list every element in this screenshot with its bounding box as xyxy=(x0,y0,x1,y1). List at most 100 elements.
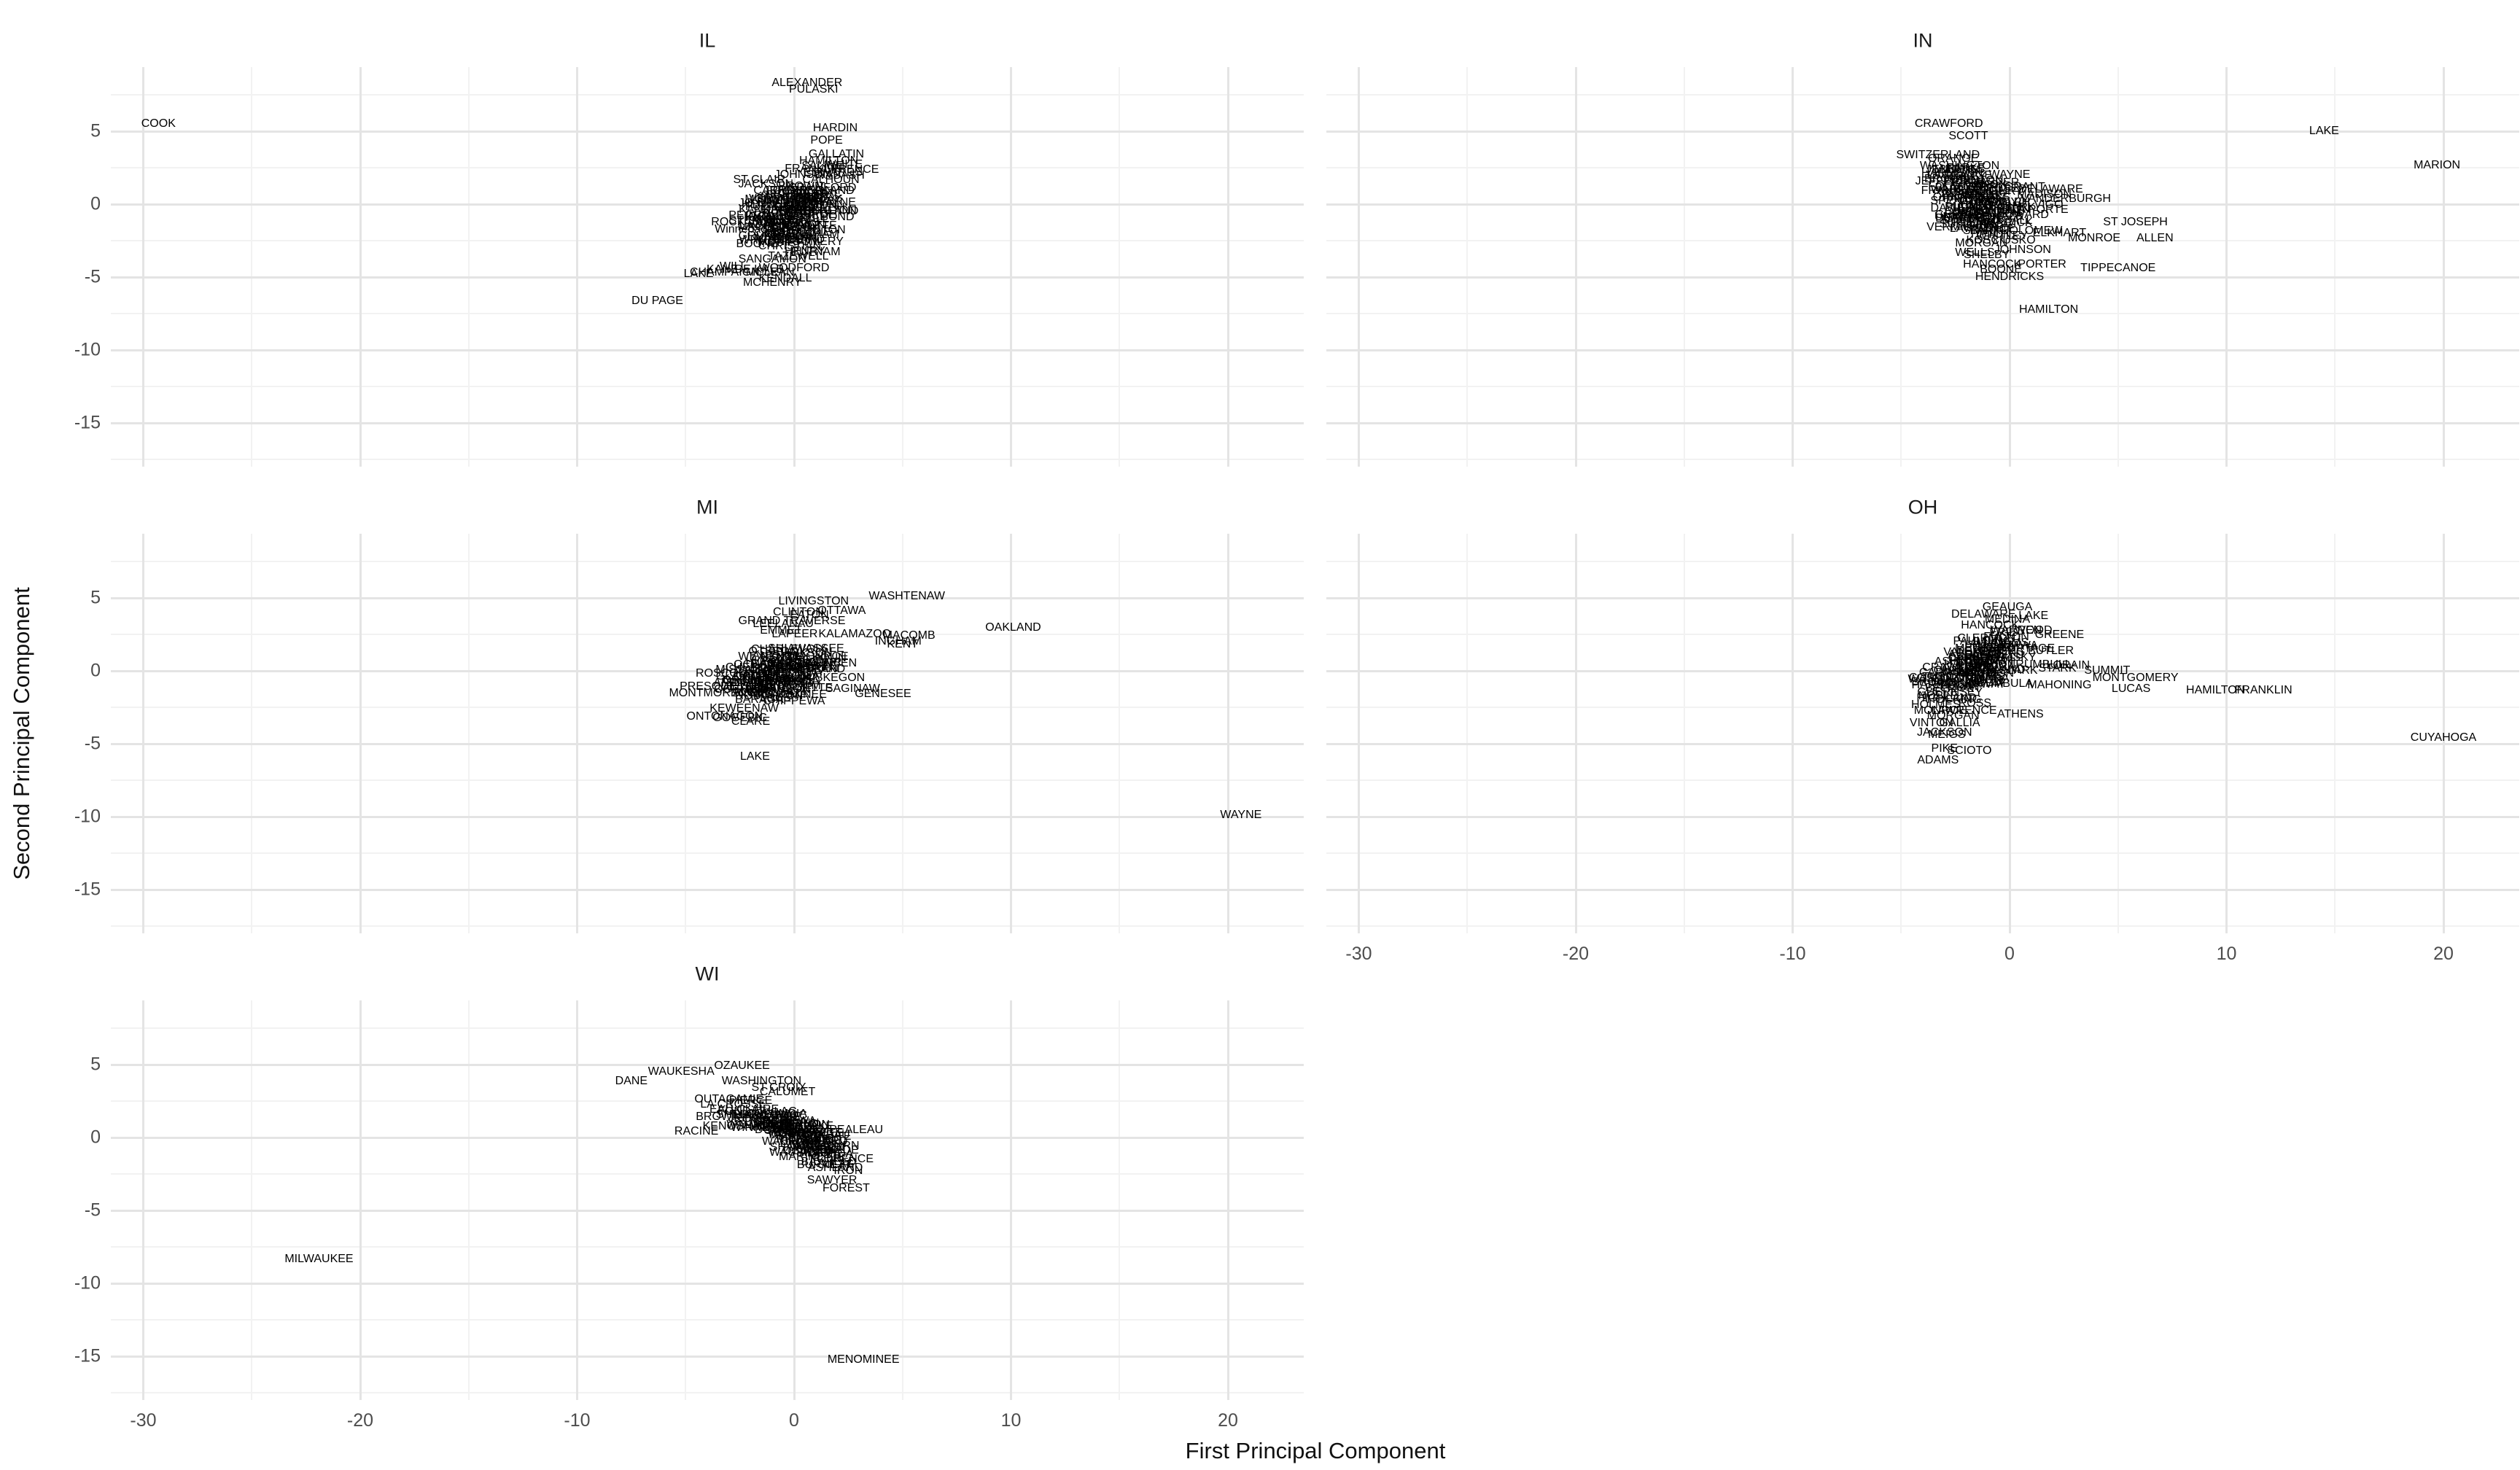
county-label: LAWRENCE xyxy=(1949,222,2015,235)
county-label: VIGO xyxy=(2034,198,2064,211)
county-label: BERRIEN xyxy=(805,657,858,669)
county-label: ASHLAND xyxy=(1934,656,1990,668)
county-label: ASHTABULA xyxy=(1964,677,2034,690)
county-label: NOBLE xyxy=(1918,690,1958,702)
county-label: LIVINGSTON xyxy=(747,231,817,244)
county-label: JAY xyxy=(1967,178,1988,190)
county-label: RUSK xyxy=(802,1143,836,1156)
county-label: HOUGHTON xyxy=(735,690,804,702)
gridline-y-major xyxy=(1326,742,2519,745)
county-label: DOOR xyxy=(757,1120,793,1132)
county-label: EATON xyxy=(789,609,829,621)
county-label: KNOX xyxy=(1973,179,2007,191)
gridline-y-major xyxy=(111,1063,1304,1066)
gridline-x-minor xyxy=(901,1000,903,1400)
county-label: WALWORTH xyxy=(726,1119,795,1131)
county-label: BROWN xyxy=(1924,173,1969,185)
county-label: MCHENRY xyxy=(742,276,802,289)
gridline-x-major xyxy=(1358,534,1360,933)
county-label: MONTCALM xyxy=(754,680,821,692)
county-label: ALLEN xyxy=(2136,232,2174,244)
county-label: MADISON xyxy=(2017,188,2072,201)
county-label: SANGAMON xyxy=(738,253,806,265)
county-label: FULTON xyxy=(1953,217,1999,229)
county-label: UNION xyxy=(1964,674,2003,686)
gridline-y-minor xyxy=(111,386,1304,387)
county-label: MUSKINGUM xyxy=(1931,677,2004,689)
gridline-y-major xyxy=(111,130,1304,133)
county-label: ADAMS xyxy=(799,1147,841,1159)
county-label: BOND xyxy=(820,211,855,223)
county-label: LEELANAU xyxy=(752,618,814,630)
county-label: LORAIN xyxy=(2046,659,2091,672)
gridline-x-minor xyxy=(1466,67,1469,467)
county-label: SCOTT xyxy=(1948,130,1988,142)
county-label: WINNEBAGO xyxy=(731,1121,804,1134)
county-label: BUFFALO xyxy=(765,1118,819,1130)
county-label: JERSEY xyxy=(772,206,818,218)
county-label: LA CROSSE xyxy=(700,1098,767,1111)
county-label: GALLIA xyxy=(1939,717,1980,729)
county-label: LIVINGSTON xyxy=(778,595,849,607)
county-label: WARREN xyxy=(752,218,804,230)
county-label: BENZIE xyxy=(761,651,804,664)
county-label: CALHOUN xyxy=(802,174,860,186)
x-tick-label: 0 xyxy=(789,1410,799,1431)
county-label: TAZEWELL xyxy=(768,250,829,262)
county-label: VAN BUREN xyxy=(771,662,839,674)
county-label: WAUKESHA xyxy=(648,1065,715,1078)
gridline-x-minor xyxy=(1119,1000,1121,1400)
county-label: HURON xyxy=(1963,653,2007,666)
county-label: LA SALLE xyxy=(739,219,793,232)
county-label: PORTER xyxy=(2018,258,2066,271)
county-label: WAUSHARA xyxy=(769,1146,836,1159)
county-label: JACKSON xyxy=(777,647,833,659)
county-label: KENT xyxy=(887,638,919,650)
county-label: MONTGOMERY xyxy=(2092,672,2179,684)
county-label: PICKAWAY xyxy=(1945,678,2006,691)
county-label: LANGLADE xyxy=(796,1144,859,1156)
gridline-x-major xyxy=(793,1000,796,1400)
county-label: WAYNE xyxy=(814,196,856,209)
gridline-y-major xyxy=(1326,349,2519,351)
gridline-y-minor xyxy=(111,925,1304,927)
county-label: UNION xyxy=(790,190,828,203)
y-tick-label: 5 xyxy=(90,1054,101,1075)
county-label: CHIPPEWA xyxy=(763,695,825,707)
county-label: BUREAU xyxy=(763,208,812,220)
gridline-y-major xyxy=(111,669,1304,672)
gridline-x-minor xyxy=(251,1000,253,1400)
county-label: WAYNE xyxy=(1988,168,2031,181)
county-label: CRAWFORD xyxy=(1922,661,1991,674)
county-label: ALLEN xyxy=(1969,638,2007,650)
county-label: HAMILTON xyxy=(2186,684,2246,696)
county-label: SAWYER xyxy=(806,1174,858,1186)
county-label: DEFIANCE xyxy=(1956,645,2015,657)
county-label: ARENAC xyxy=(713,677,762,689)
y-tick-label: -5 xyxy=(84,266,101,287)
county-label: DELAWARE xyxy=(1951,608,2016,621)
county-label: WHITLEY xyxy=(1976,230,2029,242)
gridline-x-minor xyxy=(467,534,470,933)
county-label: DANE xyxy=(615,1075,648,1087)
county-label: PAULDING xyxy=(1953,635,2012,648)
county-label: HOWARD xyxy=(1996,209,2049,221)
county-label: GRANT xyxy=(779,1138,821,1151)
county-label: PUTNAM xyxy=(1964,641,2014,653)
county-label: ROCK xyxy=(734,1113,768,1125)
county-label: BLACKFORD xyxy=(1934,182,2007,194)
county-label: JASPER xyxy=(797,195,843,208)
county-label: PUTNAM xyxy=(790,246,841,258)
county-label: FOND DU LAC xyxy=(718,1105,797,1118)
county-label: FRANKLIN xyxy=(785,163,843,175)
gridline-x-major xyxy=(2008,67,2011,467)
county-label: PERRY xyxy=(1940,680,1980,693)
county-label: NEWAYGO xyxy=(751,675,812,688)
gridline-x-minor xyxy=(685,534,687,933)
county-label: DICKINSON xyxy=(745,683,811,696)
county-label: POSEY xyxy=(1986,182,2027,195)
gridline-x-major xyxy=(1010,67,1012,467)
county-label: WAYNE xyxy=(1220,809,1262,821)
county-label: PUTNAM xyxy=(1956,192,2007,205)
